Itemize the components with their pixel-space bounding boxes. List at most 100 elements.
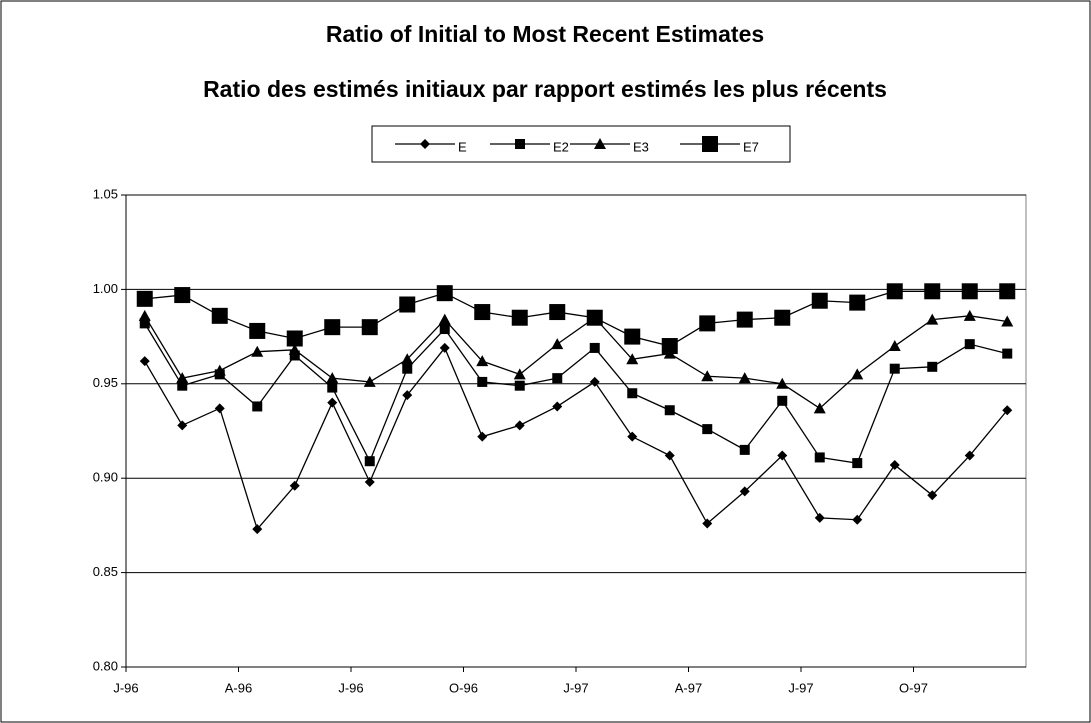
data-point <box>249 322 266 339</box>
data-point <box>514 420 525 431</box>
data-point <box>589 376 600 387</box>
data-point <box>927 490 938 501</box>
data-point <box>814 512 825 523</box>
chart-title: Ratio of Initial to Most Recent Estimate… <box>326 21 764 47</box>
legend-label: E7 <box>743 139 759 154</box>
y-tick-label: 1.05 <box>93 186 118 201</box>
series-line <box>144 346 1008 531</box>
data-point <box>177 420 188 431</box>
x-tick-label: A-97 <box>675 680 702 695</box>
data-point <box>1002 348 1013 359</box>
data-point <box>924 283 941 300</box>
data-point <box>399 296 416 313</box>
data-point <box>627 431 638 442</box>
y-tick-label: 0.80 <box>93 658 118 673</box>
y-tick-label: 0.90 <box>93 470 118 485</box>
data-point <box>549 304 566 321</box>
data-point <box>964 450 975 461</box>
data-point <box>252 401 263 412</box>
data-point <box>702 518 713 529</box>
data-point <box>324 319 341 336</box>
data-point <box>288 343 301 355</box>
data-point <box>664 405 675 416</box>
data-point <box>289 350 300 361</box>
data-point <box>627 388 638 399</box>
data-point <box>777 450 788 461</box>
data-point <box>738 372 751 384</box>
data-point <box>589 342 600 353</box>
series-line <box>144 315 1008 410</box>
data-point <box>364 456 375 467</box>
data-point <box>361 319 378 336</box>
x-tick-label: A-96 <box>225 680 252 695</box>
data-point <box>364 476 375 487</box>
data-point <box>586 309 603 326</box>
x-tick-label: J-96 <box>338 680 363 695</box>
x-tick-label: O-97 <box>899 680 928 695</box>
x-tick-label: J-96 <box>113 680 138 695</box>
data-point <box>926 313 939 325</box>
data-point <box>401 353 414 365</box>
data-point <box>889 459 900 470</box>
data-point <box>552 373 563 384</box>
data-point <box>664 450 675 461</box>
legend-marker <box>420 139 430 149</box>
x-tick-label: J-97 <box>788 680 813 695</box>
data-point <box>1001 315 1014 327</box>
legend-marker <box>515 139 525 149</box>
data-point <box>177 380 188 391</box>
plot-area <box>125 194 1027 668</box>
x-tick-label: J-97 <box>563 680 588 695</box>
data-point <box>739 444 750 455</box>
data-point <box>327 382 338 393</box>
data-point <box>439 342 450 353</box>
data-point <box>624 328 641 345</box>
data-point <box>814 452 825 463</box>
data-point <box>439 324 450 335</box>
data-point <box>776 377 789 389</box>
legend-marker <box>702 136 718 152</box>
data-point <box>477 376 488 387</box>
data-point <box>211 307 228 324</box>
data-point <box>251 345 264 357</box>
data-point <box>701 370 714 382</box>
data-point <box>286 330 303 347</box>
y-tick-label: 0.95 <box>93 375 118 390</box>
data-point <box>661 338 678 355</box>
data-point <box>811 292 828 309</box>
y-tick-label: 0.85 <box>93 564 118 579</box>
data-point <box>436 285 453 302</box>
data-point <box>774 309 791 326</box>
y-tick-label: 1.00 <box>93 281 118 296</box>
data-point <box>139 356 150 367</box>
data-point <box>777 395 788 406</box>
data-point <box>886 283 903 300</box>
data-point <box>626 353 639 365</box>
data-point <box>514 380 525 391</box>
data-point <box>327 397 338 408</box>
data-point <box>552 401 563 412</box>
chart-subtitle: Ratio des estimés initiaux par rapport e… <box>203 76 887 102</box>
data-point <box>213 364 226 376</box>
data-point <box>476 355 489 367</box>
data-point <box>999 283 1016 300</box>
data-point <box>961 283 978 300</box>
data-point <box>511 309 528 326</box>
data-point <box>402 390 413 401</box>
legend-label: E3 <box>633 139 649 154</box>
data-point <box>852 458 863 469</box>
data-point <box>402 363 413 374</box>
data-point <box>852 514 863 525</box>
legend-marker <box>594 138 606 149</box>
data-point <box>813 402 826 414</box>
data-point <box>138 309 151 321</box>
data-point <box>174 287 191 304</box>
data-point <box>438 313 451 325</box>
data-point <box>214 403 225 414</box>
data-point <box>888 340 901 352</box>
data-point <box>252 524 263 535</box>
data-point <box>964 339 975 350</box>
data-point <box>477 431 488 442</box>
